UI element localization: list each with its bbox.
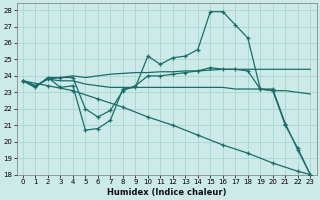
- X-axis label: Humidex (Indice chaleur): Humidex (Indice chaleur): [107, 188, 226, 197]
